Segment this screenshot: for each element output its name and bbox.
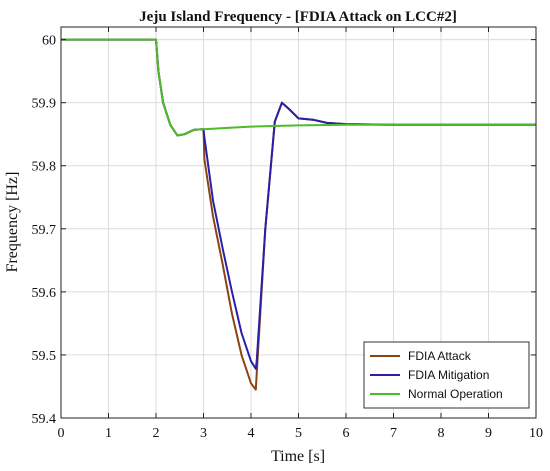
chart-title: Jeju Island Frequency - [FDIA Attack on … <box>139 9 457 25</box>
x-axis-label: Time [s] <box>271 448 325 465</box>
x-tick-label: 8 <box>438 426 445 441</box>
legend-label: Normal Operation <box>408 387 503 401</box>
y-tick-label: 59.5 <box>32 349 57 364</box>
x-tick-label: 2 <box>153 426 160 441</box>
axis-ticks: 0 1 2 3 4 5 6 7 8 9 10 59.4 59.5 59.6 59.7 59.8 59.9 60 <box>32 27 543 441</box>
x-tick-label: 1 <box>105 426 112 441</box>
y-tick-label: 59.6 <box>32 286 57 301</box>
y-tick-label: 59.8 <box>32 160 57 175</box>
y-tick-label: 59.7 <box>32 223 57 238</box>
x-tick-label: 6 <box>343 426 350 441</box>
y-tick-label: 60 <box>42 34 56 49</box>
legend-label: FDIA Mitigation <box>408 368 489 382</box>
legend-label: FDIA Attack <box>408 349 472 363</box>
x-tick-label: 5 <box>295 426 302 441</box>
x-tick-label: 4 <box>248 426 255 441</box>
series-line-normal-operation <box>61 38 536 137</box>
series-lines <box>61 38 536 391</box>
x-tick-label: 9 <box>485 426 492 441</box>
y-tick-label: 59.4 <box>32 412 57 427</box>
x-tick-label: 10 <box>529 426 543 441</box>
legend: FDIA Attack FDIA Mitigation Normal Operati… <box>363 341 530 409</box>
x-tick-label: 3 <box>200 426 207 441</box>
x-tick-label: 0 <box>58 426 65 441</box>
y-axis-label: Frequency [Hz] <box>4 172 21 273</box>
y-tick-label: 59.9 <box>32 97 57 112</box>
x-tick-label: 7 <box>390 426 397 441</box>
